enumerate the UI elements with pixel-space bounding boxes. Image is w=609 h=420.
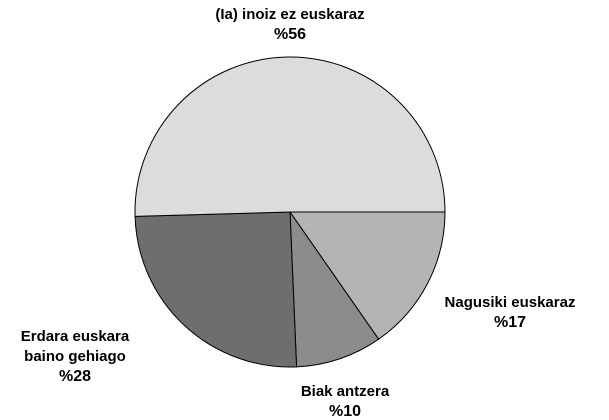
value-label: %17: [493, 314, 527, 331]
value-label: %28: [58, 368, 92, 385]
pie-slice: [134, 211, 298, 368]
category-label: (Ia) inoiz ez euskaraz: [215, 6, 365, 23]
category-label: Biak antzera: [300, 383, 390, 400]
slice-label: (Ia) inoiz ez euskaraz %56: [160, 5, 420, 45]
value-label: %56: [273, 26, 307, 43]
slice-label: Nagusiki euskaraz %17: [440, 293, 580, 333]
category-label: Nagusiki euskaraz: [444, 294, 576, 311]
slice-label: Biak antzera %10: [280, 382, 410, 420]
pie-slice: [289, 211, 446, 340]
pie-slice: [289, 210, 380, 368]
slice-label: Erdara euskara baino gehiago %28: [0, 327, 150, 387]
value-label: %10: [328, 403, 362, 420]
pie-slice: [134, 56, 446, 217]
category-label: Erdara euskara baino gehiago: [20, 328, 130, 365]
